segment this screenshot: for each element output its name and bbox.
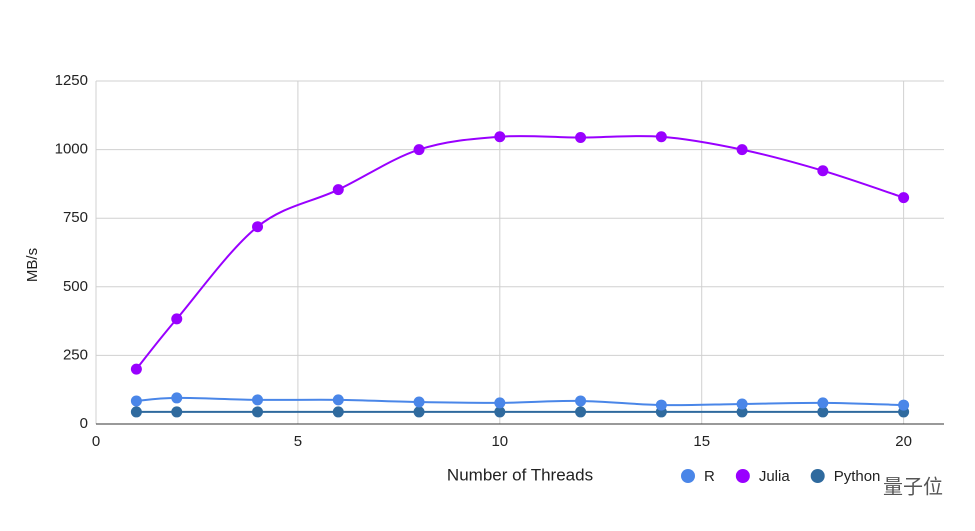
y-tick-label: 750 [63,209,88,226]
data-point [817,406,829,418]
data-point [130,363,142,375]
data-point [817,397,829,409]
legend-marker [735,469,750,483]
data-point [130,406,142,418]
x-tick-label: 20 [895,433,912,450]
x-tick-label: 10 [491,433,508,450]
data-point [252,221,264,233]
data-point [130,395,142,407]
y-tick-label: 500 [63,278,88,295]
data-point [655,399,667,411]
y-axis-label: MB/s [24,248,41,282]
series-line [136,396,904,407]
legend-label: Julia [759,468,791,485]
data-point [332,394,344,406]
data-point [898,192,910,204]
data-point [817,165,829,177]
data-point [736,144,748,156]
data-point [898,399,910,411]
y-tick-label: 0 [80,415,88,432]
data-point [494,131,506,143]
data-point [575,395,587,407]
y-tick-label: 1000 [55,141,88,158]
watermark: 量子位 [883,475,943,498]
data-point [413,406,425,418]
data-point [494,397,506,409]
data-point [494,406,506,418]
data-point [575,132,587,144]
data-point [252,406,264,418]
data-point [332,184,344,196]
series-line [135,134,904,370]
x-tick-label: 0 [92,433,100,450]
x-tick-label: 15 [693,433,710,450]
data-point [736,398,748,410]
data-point [575,406,587,418]
legend-label: R [704,468,715,485]
y-tick-label: 250 [63,346,88,363]
data-point [171,392,183,404]
data-point [332,406,344,418]
legend-marker [810,469,825,483]
data-point [655,131,667,143]
y-tick-label: 1250 [55,72,88,89]
x-axis-label: Number of Threads [447,465,593,484]
data-point [252,394,264,406]
data-point [413,396,425,408]
data-point [171,313,183,325]
legend-label: Python [834,468,881,485]
x-tick-label: 5 [294,433,302,450]
legend-marker [681,469,695,483]
data-point [736,406,748,418]
data-point [171,406,183,418]
data-point [413,144,425,156]
